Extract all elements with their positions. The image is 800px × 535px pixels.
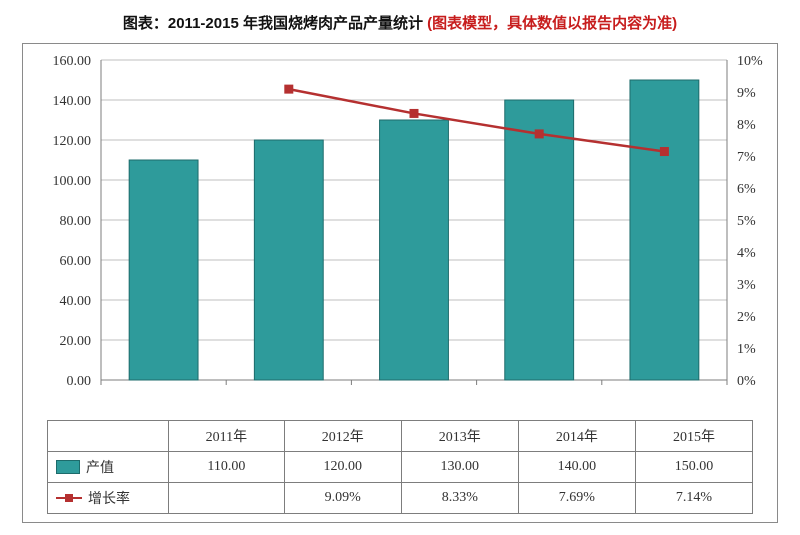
- line-val-0: [169, 483, 285, 514]
- bar-val-4: 150.00: [635, 452, 752, 483]
- line-val-2: 8.33%: [401, 483, 518, 514]
- svg-text:0%: 0%: [737, 374, 756, 389]
- svg-text:4%: 4%: [737, 246, 756, 261]
- svg-text:120.00: 120.00: [53, 134, 92, 149]
- svg-text:100.00: 100.00: [53, 174, 92, 189]
- svg-text:5%: 5%: [737, 214, 756, 229]
- data-table: 2011年 2012年 2013年 2014年 2015年 产值 110.00 …: [47, 420, 753, 514]
- svg-text:160.00: 160.00: [53, 54, 92, 69]
- svg-text:10%: 10%: [737, 54, 763, 69]
- line-series-name: 增长率: [88, 492, 130, 507]
- svg-text:140.00: 140.00: [53, 94, 92, 109]
- table-row-line: 增长率 9.09% 8.33% 7.69% 7.14%: [48, 483, 753, 514]
- bar-val-1: 120.00: [284, 452, 401, 483]
- line-swatch-icon: [56, 492, 82, 504]
- svg-text:0.00: 0.00: [67, 374, 92, 389]
- svg-text:80.00: 80.00: [60, 214, 92, 229]
- svg-text:6%: 6%: [737, 182, 756, 197]
- legend-line: 增长率: [48, 483, 169, 514]
- svg-text:20.00: 20.00: [60, 334, 92, 349]
- svg-text:8%: 8%: [737, 118, 756, 133]
- cat-2: 2013年: [401, 421, 518, 452]
- table-row-categories: 2011年 2012年 2013年 2014年 2015年: [48, 421, 753, 452]
- legend-bar: 产值: [48, 452, 169, 483]
- bar-val-2: 130.00: [401, 452, 518, 483]
- cat-3: 2014年: [518, 421, 635, 452]
- chart-title: 图表：2011-2015 年我国烧烤肉产品产量统计 (图表模型，具体数值以报告内…: [0, 0, 800, 39]
- table-row-bar: 产值 110.00 120.00 130.00 140.00 150.00: [48, 452, 753, 483]
- chart-plot: 0.00 20.00 40.00 60.00 80.00 100.00 120.00 140.…: [23, 44, 779, 414]
- line-val-3: 7.69%: [518, 483, 635, 514]
- title-black: 图表：2011-2015 年我国烧烤肉产品产量统计: [123, 15, 423, 32]
- line-val-1: 9.09%: [284, 483, 401, 514]
- line-val-4: 7.14%: [635, 483, 752, 514]
- svg-text:1%: 1%: [737, 342, 756, 357]
- bar-val-0: 110.00: [169, 452, 285, 483]
- title-red: (图表模型，具体数值以报告内容为准): [427, 15, 677, 32]
- svg-text:60.00: 60.00: [60, 254, 92, 269]
- bar-val-3: 140.00: [518, 452, 635, 483]
- cat-4: 2015年: [635, 421, 752, 452]
- svg-text:2%: 2%: [737, 310, 756, 325]
- svg-text:3%: 3%: [737, 278, 756, 293]
- bar-swatch-icon: [56, 460, 80, 474]
- chart-frame: 0.00 20.00 40.00 60.00 80.00 100.00 120.00 140.…: [22, 43, 778, 523]
- svg-text:7%: 7%: [737, 150, 756, 165]
- cat-1: 2012年: [284, 421, 401, 452]
- cat-0: 2011年: [169, 421, 285, 452]
- legend-cell-blank: [48, 421, 169, 452]
- bar-series-name: 产值: [86, 461, 114, 476]
- svg-text:9%: 9%: [737, 86, 756, 101]
- svg-text:40.00: 40.00: [60, 294, 92, 309]
